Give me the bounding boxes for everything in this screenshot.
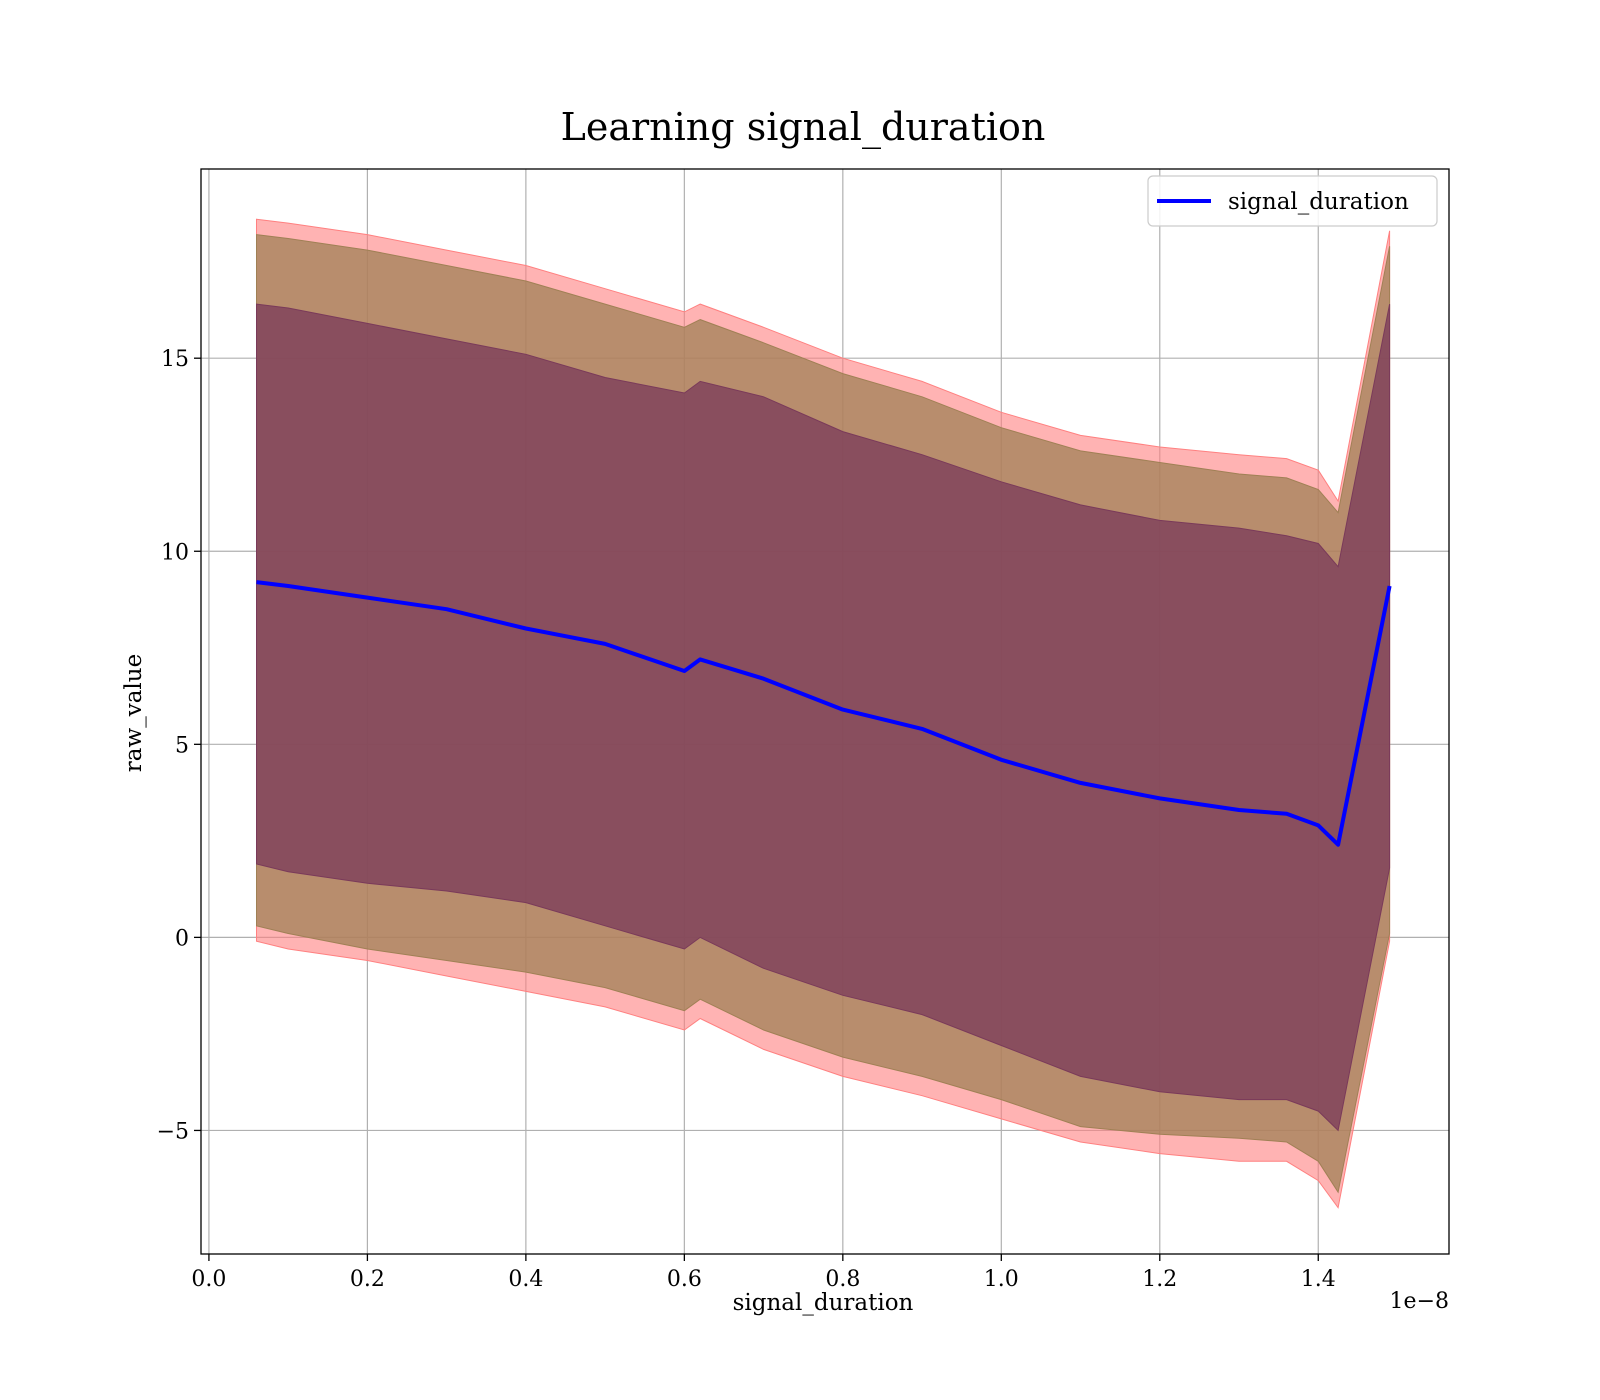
x-tick-label: 0.8 [825, 1267, 860, 1292]
axes-frame [200, 168, 1450, 1255]
x-tick-label: 0.6 [667, 1267, 702, 1292]
x-tick-label: 1.0 [984, 1267, 1019, 1292]
y-axis-ticks: −5 0 5 10 15 [157, 347, 201, 1144]
y-axis-label: raw_value [121, 654, 147, 772]
confidence-bands [256, 218, 1391, 1209]
x-tick-label: 0.2 [350, 1267, 385, 1292]
y-tick-label: −5 [157, 1119, 189, 1144]
legend-entry-signal-duration: signal_duration [1228, 189, 1409, 215]
x-tick-label: 0.4 [508, 1267, 543, 1292]
series-line-signal-duration [256, 580, 1392, 847]
x-tick-label: 1.4 [1301, 1267, 1336, 1292]
plot-area [200, 168, 1450, 1255]
y-tick-label: 5 [175, 733, 189, 758]
band-inner [256, 303, 1391, 1132]
series-lines [256, 580, 1392, 847]
x-axis-label: signal_duration [733, 1290, 914, 1316]
legend: signal_duration [1147, 175, 1438, 227]
y-tick-label: 15 [161, 347, 189, 372]
legend-box [1147, 175, 1438, 227]
x-tick-label: 1.2 [1142, 1267, 1177, 1292]
y-tick-label: 0 [175, 926, 189, 951]
x-tick-label: 0.0 [191, 1267, 226, 1292]
y-tick-label: 10 [161, 540, 189, 565]
x-axis-offset-label: 1e−8 [1390, 1289, 1449, 1314]
x-axis-ticks: 0.0 0.2 0.4 0.6 0.8 1.0 1.2 1.4 [191, 1254, 1336, 1292]
chart-title: Learning signal_duration [561, 105, 1046, 150]
